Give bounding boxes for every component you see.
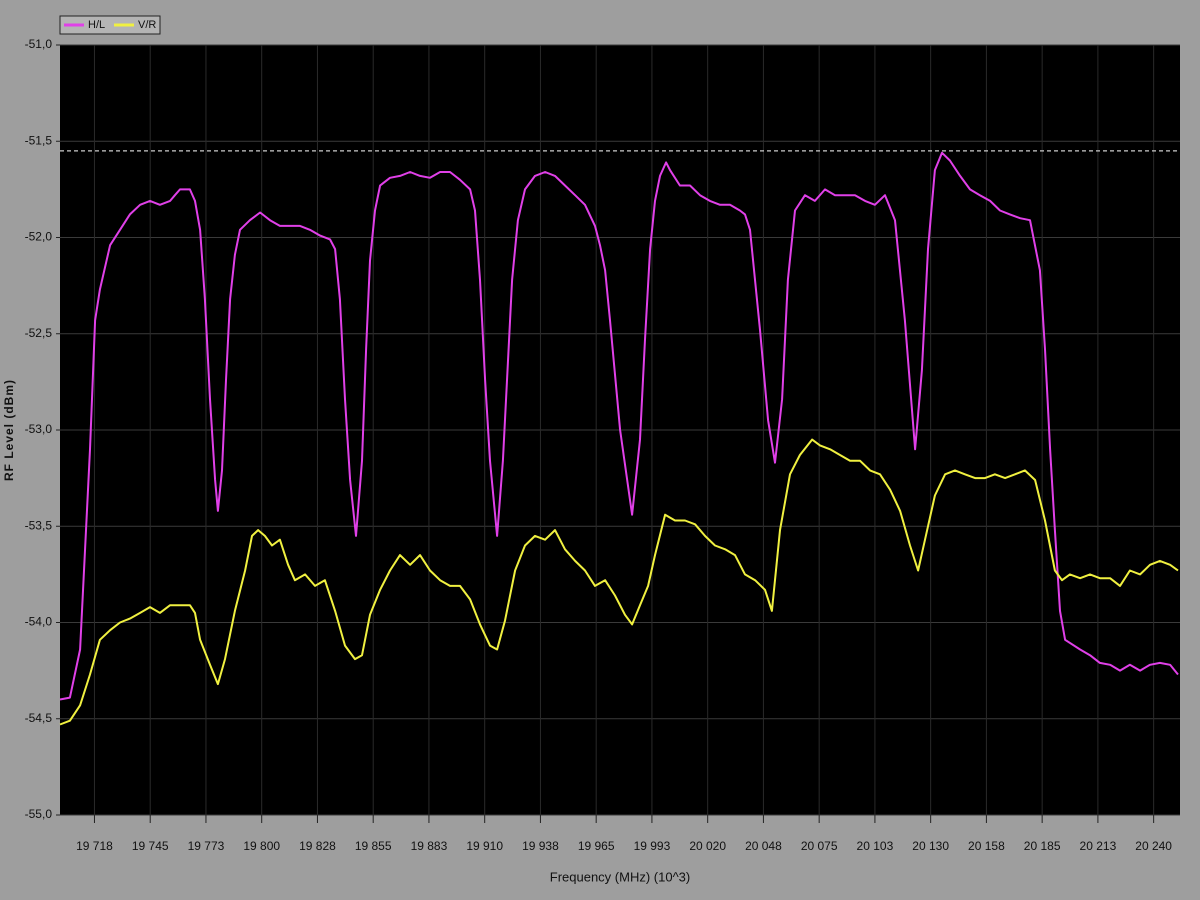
x-tick-label: 20 158 [968, 839, 1005, 853]
y-axis-label: RF Level (dBm) [2, 379, 16, 481]
y-tick-label: -52,0 [25, 230, 53, 244]
x-tick-label: 20 240 [1135, 839, 1172, 853]
legend-label: H/L [88, 19, 105, 31]
x-tick-label: 19 883 [411, 839, 448, 853]
x-tick-label: 20 020 [689, 839, 726, 853]
x-tick-label: 19 828 [299, 839, 336, 853]
x-tick-label: 19 910 [466, 839, 503, 853]
x-tick-label: 20 185 [1024, 839, 1061, 853]
x-tick-label: 20 103 [857, 839, 894, 853]
y-tick-label: -54,0 [25, 615, 53, 629]
x-tick-label: 19 773 [188, 839, 225, 853]
x-tick-label: 19 745 [132, 839, 169, 853]
x-tick-label: 19 965 [578, 839, 615, 853]
y-tick-label: -51,5 [25, 133, 53, 147]
x-tick-label: 19 855 [355, 839, 392, 853]
y-tick-label: -52,5 [25, 326, 53, 340]
series-line [59, 151, 1179, 701]
series-line [59, 438, 1179, 726]
x-tick-label: 20 075 [801, 839, 838, 853]
x-tick-label: 19 800 [243, 839, 280, 853]
y-tick-label: -53,5 [25, 518, 53, 532]
y-tick-label: -51,0 [25, 37, 53, 51]
x-tick-label: 20 048 [745, 839, 782, 853]
x-tick-label: 19 993 [634, 839, 671, 853]
legend-label: V/R [138, 19, 156, 31]
x-axis-label: Frequency (MHz) (10^3) [550, 869, 690, 884]
y-tick-label: -53,0 [25, 422, 53, 436]
x-tick-label: 19 718 [76, 839, 113, 853]
x-tick-label: 20 213 [1080, 839, 1117, 853]
y-tick-label: -54,5 [25, 711, 53, 725]
y-tick-label: -55,0 [25, 807, 53, 821]
x-tick-label: 19 938 [522, 839, 559, 853]
legend-box [59, 15, 161, 35]
x-tick-label: 20 130 [912, 839, 949, 853]
